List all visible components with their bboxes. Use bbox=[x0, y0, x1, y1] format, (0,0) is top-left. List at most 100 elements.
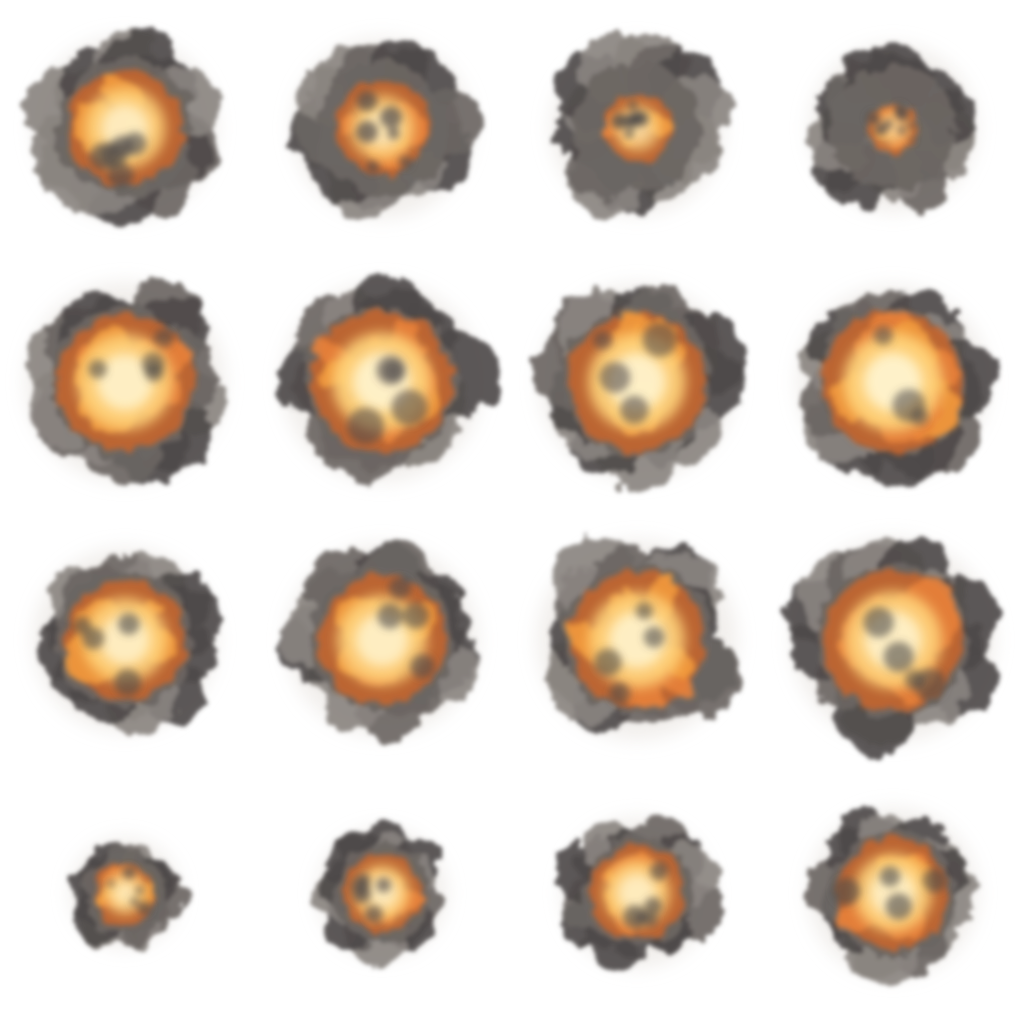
smoke-pocket bbox=[908, 136, 916, 143]
smoke-pockets bbox=[107, 865, 152, 915]
smoke-pocket bbox=[123, 132, 147, 156]
explosion-frame-4-1 bbox=[70, 838, 186, 948]
smoke-pocket bbox=[389, 576, 412, 599]
smoke-pocket bbox=[884, 120, 893, 129]
smoke-pockets bbox=[90, 132, 147, 188]
smoke-pocket bbox=[866, 111, 880, 125]
smoke-pockets bbox=[593, 322, 677, 424]
explosion-frame-4-2 bbox=[314, 821, 447, 968]
smoke-pocket bbox=[380, 106, 402, 129]
hot-core bbox=[96, 353, 154, 411]
smoke-pockets bbox=[88, 328, 174, 382]
smoke-pocket bbox=[611, 113, 628, 129]
smoke-pocket bbox=[643, 912, 658, 927]
smoke-pocket bbox=[922, 868, 947, 893]
smoke-pocket bbox=[910, 407, 929, 426]
smoke-pocket bbox=[82, 627, 105, 650]
smoke-pocket bbox=[628, 100, 638, 110]
smoke-pockets bbox=[594, 602, 665, 705]
smoke-pocket bbox=[643, 626, 665, 648]
smoke-pocket bbox=[122, 865, 136, 880]
smoke-pocket bbox=[387, 127, 400, 140]
smoke-pocket bbox=[353, 885, 372, 904]
smoke-pockets bbox=[356, 90, 412, 174]
smoke-pocket bbox=[909, 122, 916, 129]
smoke-pocket bbox=[883, 641, 914, 673]
smoke-pocket bbox=[137, 901, 152, 915]
smoke-pockets bbox=[347, 355, 428, 445]
smoke-pocket bbox=[895, 107, 909, 120]
smoke-pocket bbox=[635, 602, 653, 620]
smoke-pocket bbox=[624, 129, 634, 139]
smoke-pocket bbox=[377, 603, 403, 629]
smoke-pocket bbox=[873, 325, 893, 345]
explosion-frame-1-1 bbox=[22, 29, 221, 227]
smoke-pocket bbox=[376, 877, 392, 893]
explosion-frame-3-2 bbox=[278, 544, 478, 739]
smoke-pocket bbox=[863, 607, 894, 638]
smoke-pockets bbox=[863, 607, 947, 701]
smoke-pocket bbox=[88, 359, 107, 379]
smoke-pocket bbox=[914, 668, 947, 701]
smoke-pocket bbox=[364, 905, 383, 924]
smoke-pocket bbox=[875, 124, 887, 136]
smoke-pocket bbox=[398, 155, 412, 169]
smoke-pockets bbox=[73, 613, 142, 697]
explosion-frame-2-4 bbox=[797, 286, 998, 488]
smoke-pocket bbox=[593, 330, 612, 349]
smoke-pocket bbox=[135, 886, 144, 895]
smoke-pocket bbox=[107, 879, 115, 888]
frames-layer bbox=[22, 29, 999, 988]
smoke-pocket bbox=[620, 395, 649, 424]
smoke-cloud bbox=[804, 41, 976, 213]
smoke-pockets bbox=[873, 325, 929, 426]
smoke-pockets bbox=[623, 861, 669, 929]
explosion-frame-3-3 bbox=[537, 534, 743, 740]
explosion-frame-1-2 bbox=[291, 38, 480, 219]
smoke-pocket bbox=[898, 126, 906, 135]
smoke-pockets bbox=[832, 866, 947, 920]
smoke-pocket bbox=[73, 616, 91, 635]
smoke-pockets bbox=[377, 576, 435, 679]
explosion-frame-3-1 bbox=[33, 548, 223, 735]
hot-core bbox=[608, 611, 666, 669]
explosion-frame-1-3 bbox=[550, 29, 731, 219]
explosion-frame-2-2 bbox=[279, 274, 500, 483]
smoke-pocket bbox=[879, 866, 901, 887]
smoke-pockets bbox=[350, 873, 392, 924]
explosion-frame-1-4 bbox=[804, 41, 977, 213]
smoke-pocket bbox=[356, 120, 378, 143]
smoke-pocket bbox=[649, 861, 669, 881]
explosion-frame-2-3 bbox=[532, 282, 744, 492]
smoke-pocket bbox=[141, 352, 165, 376]
smoke-pocket bbox=[347, 407, 384, 445]
smoke-pocket bbox=[623, 904, 647, 929]
smoke-pocket bbox=[154, 328, 174, 348]
smoke-pocket bbox=[114, 669, 142, 697]
smoke-pocket bbox=[644, 897, 663, 916]
smoke-pocket bbox=[629, 114, 639, 123]
smoke-pocket bbox=[594, 648, 622, 676]
smoke-pockets bbox=[611, 100, 649, 139]
smoke-pocket bbox=[402, 602, 429, 629]
smoke-pocket bbox=[107, 162, 134, 188]
smoke-pocket bbox=[832, 877, 860, 906]
explosion-frame-4-4 bbox=[804, 808, 979, 988]
smoke-pocket bbox=[366, 160, 380, 174]
smoke-pocket bbox=[391, 389, 428, 426]
smoke-pocket bbox=[118, 613, 140, 635]
smoke-pocket bbox=[642, 322, 677, 357]
explosion-frame-3-4 bbox=[787, 537, 999, 757]
smoke-pocket bbox=[376, 355, 406, 385]
smoke-pocket bbox=[130, 897, 139, 906]
explosion-frame-2-1 bbox=[25, 281, 226, 487]
smoke-pocket bbox=[885, 893, 912, 920]
smoke-pockets bbox=[866, 103, 916, 143]
smoke-pocket bbox=[356, 90, 378, 112]
smoke-pocket bbox=[100, 141, 127, 168]
explosion-frame-4-3 bbox=[555, 817, 722, 969]
smoke-pocket bbox=[609, 683, 631, 705]
smoke-pocket bbox=[410, 654, 435, 679]
